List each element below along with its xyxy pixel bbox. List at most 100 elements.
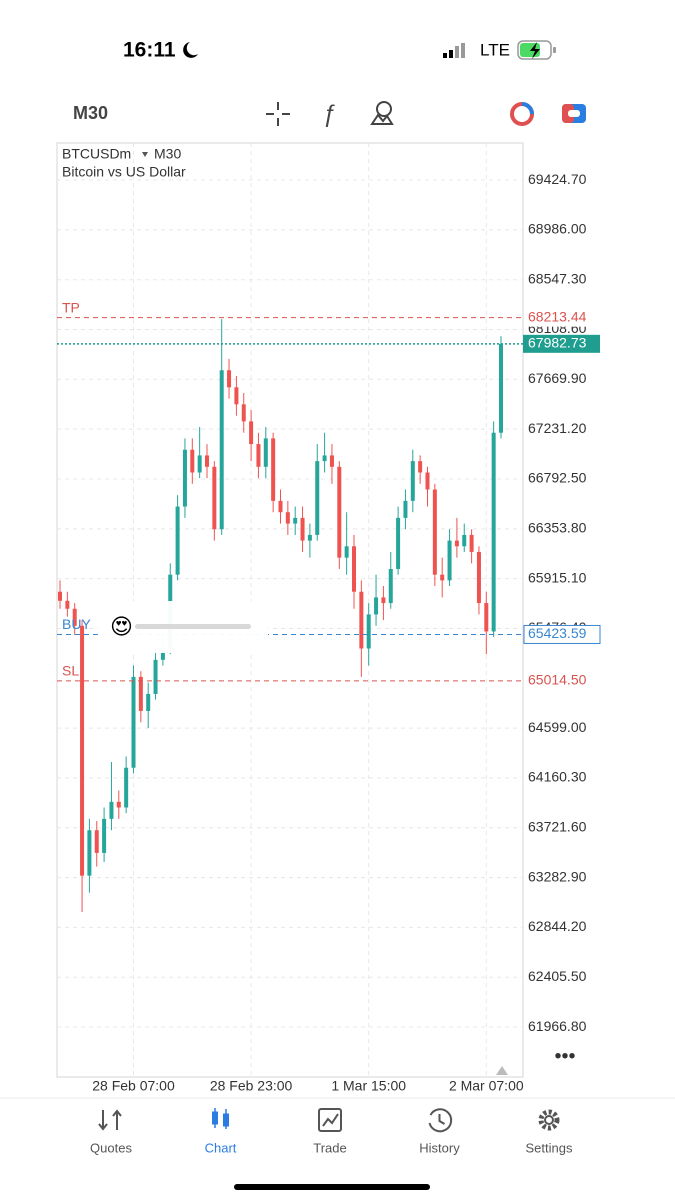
candle-body xyxy=(425,472,430,490)
candle-body xyxy=(447,540,452,581)
nav-label[interactable]: Quotes xyxy=(90,1140,132,1155)
candle-body xyxy=(109,801,114,819)
current-price-label: 67982.73 xyxy=(528,335,587,351)
candle-body xyxy=(440,574,445,581)
nav-icon[interactable] xyxy=(212,1108,229,1129)
symbol-description: Bitcoin vs US Dollar xyxy=(62,164,186,180)
candle-body xyxy=(58,591,62,601)
nav-icon[interactable] xyxy=(318,1108,342,1132)
reaction-emoji[interactable]: 😍 xyxy=(110,614,133,639)
chart-timeframe: M30 xyxy=(154,146,181,162)
clock: 16:11 xyxy=(123,39,176,62)
candle-body xyxy=(381,597,386,604)
candle-body xyxy=(190,449,195,473)
candle-body xyxy=(271,438,276,501)
icon-part xyxy=(544,1115,554,1125)
level-label: 68213.44 xyxy=(528,308,587,324)
y-tick-label: 61966.80 xyxy=(528,1018,587,1034)
candle-body xyxy=(285,512,290,524)
nav-label[interactable]: Settings xyxy=(526,1140,573,1155)
chart-frame xyxy=(56,142,524,1078)
candle-body xyxy=(160,648,165,660)
candle-body xyxy=(138,676,143,711)
icon-part xyxy=(318,1108,342,1132)
candle-body xyxy=(388,569,393,604)
level-name: SL xyxy=(62,663,79,679)
candle-body xyxy=(153,659,158,694)
candle-body xyxy=(307,534,312,541)
candle-body xyxy=(410,461,415,501)
nav-label[interactable]: Chart xyxy=(205,1140,237,1155)
y-tick-label: 67231.20 xyxy=(528,420,587,436)
symbol: BTCUSDm xyxy=(62,146,131,162)
candle-body xyxy=(366,614,371,649)
candle-body xyxy=(65,600,70,609)
icon-part xyxy=(538,1109,560,1131)
trade-button[interactable] xyxy=(562,104,586,123)
candle-body xyxy=(322,455,327,462)
icon-part xyxy=(98,1109,122,1131)
candle-body xyxy=(94,830,99,853)
y-tick-label: 62405.50 xyxy=(528,968,587,984)
nav-icon[interactable] xyxy=(98,1109,122,1131)
icon-part xyxy=(322,1113,339,1127)
more-button[interactable]: ••• xyxy=(554,1045,575,1067)
candle-body xyxy=(315,461,320,535)
candle-body xyxy=(329,455,334,467)
reaction-slider[interactable]: 😍 xyxy=(98,601,268,653)
candle-body xyxy=(403,500,408,518)
scroll-marker xyxy=(496,1066,508,1075)
nav-icon[interactable] xyxy=(538,1109,560,1131)
candle-body xyxy=(72,608,77,626)
moon-icon xyxy=(183,42,198,58)
account-button[interactable] xyxy=(510,102,534,126)
y-tick-label: 66353.80 xyxy=(528,520,587,536)
level-label-box xyxy=(524,308,600,327)
candle-body xyxy=(374,597,379,615)
candle-body xyxy=(469,534,474,552)
candle-body xyxy=(80,625,85,876)
timeframe-button[interactable]: M30 xyxy=(73,103,108,123)
nav-icon[interactable] xyxy=(428,1108,453,1133)
y-tick-label: 65915.10 xyxy=(528,569,587,585)
y-tick-label: 62844.20 xyxy=(528,918,587,934)
y-tick-label: 64160.30 xyxy=(528,769,587,785)
candle-body xyxy=(352,546,356,592)
candle-body xyxy=(205,455,209,467)
nav-label[interactable]: History xyxy=(419,1140,460,1155)
candle-body xyxy=(87,830,92,876)
crosshair-button[interactable] xyxy=(266,102,290,126)
candle-body xyxy=(418,461,423,473)
candle-body xyxy=(116,801,121,808)
y-tick-label: 69424.70 xyxy=(528,171,587,187)
candle-body xyxy=(212,466,217,530)
y-tick-label: 64599.00 xyxy=(528,719,587,735)
objects-button[interactable] xyxy=(370,101,394,125)
indicators-button[interactable]: ƒ xyxy=(322,100,335,127)
candle-body xyxy=(256,444,261,467)
candle-body xyxy=(182,449,187,507)
icon-part xyxy=(438,1114,446,1125)
candle-body xyxy=(234,387,239,405)
level-label: 65014.50 xyxy=(528,672,587,688)
candle-body xyxy=(432,489,437,575)
y-tick-label: 63282.90 xyxy=(528,868,587,884)
candle-body xyxy=(175,506,180,575)
symbol-dropdown[interactable] xyxy=(142,152,148,157)
signal-icon xyxy=(443,43,465,58)
x-tick-label: 1 Mar 15:00 xyxy=(331,1078,406,1094)
level-name: TP xyxy=(62,299,80,315)
battery-icon xyxy=(517,40,556,60)
candle-body xyxy=(396,517,401,570)
y-tick-label: 68547.30 xyxy=(528,270,587,286)
y-tick-label: 67669.90 xyxy=(528,370,587,386)
candle-body xyxy=(359,591,364,649)
level-name: BUY xyxy=(62,616,91,632)
candle-body xyxy=(131,676,136,768)
home-indicator xyxy=(234,1184,430,1190)
nav-label[interactable]: Trade xyxy=(313,1140,346,1155)
level-label-box xyxy=(523,624,601,644)
candle-body xyxy=(197,455,202,473)
level-label: 65423.59 xyxy=(528,625,587,641)
